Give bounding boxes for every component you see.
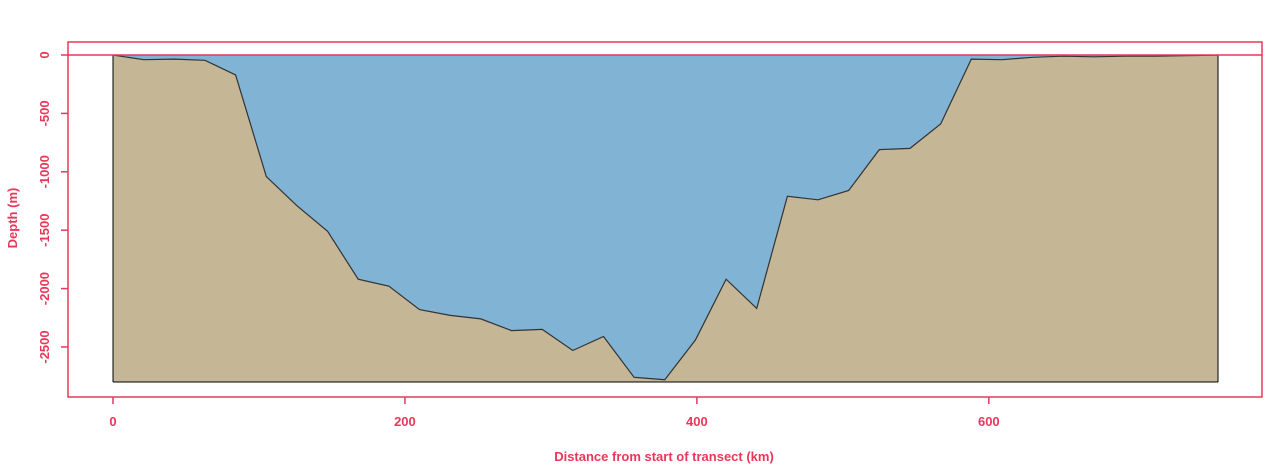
y-tick-label: -2000 [37, 272, 52, 305]
y-tick-label: -2500 [37, 330, 52, 363]
axis-layer: 0 200 400 600 0 -500 -1000 -1500 -2000 -2500 [37, 41, 1263, 429]
x-tick-label: 600 [978, 414, 1000, 429]
x-tick-label: 200 [394, 414, 416, 429]
seabed-profile-line [112, 54, 1219, 381]
y-axis-label: Depth (m) [5, 188, 20, 249]
x-axis-label: Distance from start of transect (km) [554, 449, 774, 464]
y-tick-label: 0 [37, 51, 52, 58]
plot-layer [68, 54, 1262, 383]
x-tick-label: 0 [109, 414, 116, 429]
plot-frame [67, 41, 1263, 398]
seabed-area [113, 55, 1218, 382]
y-tick-label: -500 [37, 100, 52, 126]
y-tick-label: -1500 [37, 214, 52, 247]
x-tick-label: 400 [686, 414, 708, 429]
y-tick-label: -1000 [37, 155, 52, 188]
